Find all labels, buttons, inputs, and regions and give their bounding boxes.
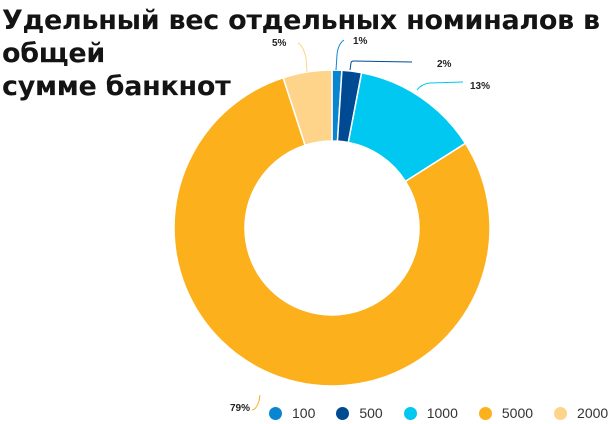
legend-item-100: 100 [269, 405, 315, 421]
data-label-100: 1% [353, 36, 368, 47]
slice-2000 [282, 69, 333, 147]
chart-title: Удельный вес отдельных номиналов в общей… [2, 4, 611, 103]
legend: 100 500 1000 5000 2000 [269, 405, 608, 421]
legend-marker-icon [403, 406, 417, 420]
leader-line-100 [335, 39, 345, 71]
legend-marker-icon [336, 406, 350, 420]
leader-line-5000 [251, 394, 261, 411]
donut-slices [173, 69, 491, 387]
leader-lines [251, 39, 464, 411]
data-labels: 1% 2% 13% 79% 5% [230, 36, 490, 414]
leader-line-2000 [297, 42, 308, 73]
legend-marker-icon [554, 406, 568, 420]
legend-item-2000: 2000 [554, 405, 608, 421]
slice-5000 [173, 76, 491, 387]
chart-title-line-2: сумме банкнот [2, 71, 231, 102]
legend-label: 100 [292, 405, 316, 421]
leader-line-500 [349, 60, 413, 71]
legend-marker-icon [478, 406, 492, 420]
data-label-500: 2% [437, 59, 452, 70]
data-label-1000: 13% [470, 81, 490, 92]
data-label-2000: 5% [272, 38, 287, 49]
legend-label: 5000 [501, 405, 534, 421]
legend-item-5000: 5000 [478, 405, 534, 421]
legend-marker-icon [269, 406, 282, 420]
chart-title-line-1: Удельный вес отдельных номиналов в общей [2, 5, 600, 69]
legend-item-1000: 1000 [403, 405, 458, 421]
legend-label: 1000 [426, 405, 458, 421]
leader-line-1000 [416, 81, 464, 91]
legend-label: 2000 [577, 405, 609, 421]
data-label-5000: 79% [230, 403, 250, 414]
legend-label: 500 [359, 405, 383, 421]
legend-item-500: 500 [336, 405, 383, 421]
